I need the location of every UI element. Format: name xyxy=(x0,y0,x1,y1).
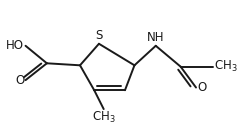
Text: O: O xyxy=(15,74,24,87)
Text: CH$_3$: CH$_3$ xyxy=(92,110,115,125)
Text: NH: NH xyxy=(147,31,165,44)
Text: HO: HO xyxy=(6,39,24,52)
Text: S: S xyxy=(95,29,103,42)
Text: O: O xyxy=(197,81,207,94)
Text: CH$_3$: CH$_3$ xyxy=(214,59,237,74)
